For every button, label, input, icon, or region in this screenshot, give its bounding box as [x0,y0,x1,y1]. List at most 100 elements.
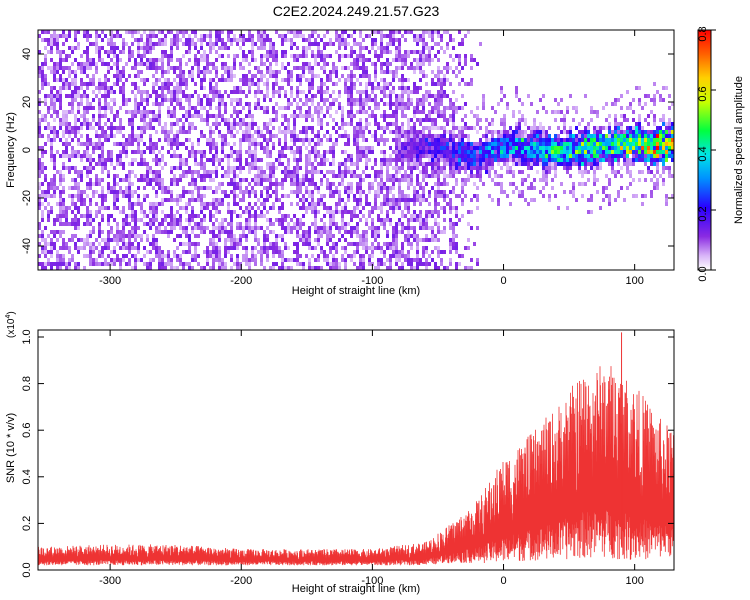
heatmap-cell [95,238,98,242]
heatmap-cell [56,94,59,98]
heatmap-cell [317,234,320,238]
heatmap-cell [422,226,425,230]
heatmap-cell [323,66,326,70]
heatmap-cell [416,110,419,114]
heatmap-cell [224,226,227,230]
heatmap-cell [335,226,338,230]
heatmap-cell [41,166,44,170]
heatmap-cell [407,182,410,186]
heatmap-cell [149,42,152,46]
heatmap-cell [278,254,281,258]
heatmap-cell [233,110,236,114]
heatmap-cell [350,226,353,230]
heatmap-cell [161,262,164,266]
heatmap-cell [41,86,44,90]
heatmap-cell [182,230,185,234]
heatmap-cell [110,50,113,54]
heatmap-cell [86,58,89,62]
heatmap-cell [206,226,209,230]
heatmap-cell [62,198,65,202]
heatmap-cell [56,46,59,50]
heatmap-cell [134,210,137,214]
heatmap-cell [173,254,176,258]
heatmap-cell [383,130,386,134]
heatmap-cell [419,130,422,134]
heatmap-cell [326,74,329,78]
heatmap-cell [134,134,137,138]
heatmap-cell [260,42,263,46]
heatmap-cell [371,218,374,222]
heatmap-cell [446,42,449,46]
heatmap-cell [269,242,272,246]
heatmap-cell [320,202,323,206]
heatmap-cell [437,146,440,150]
heatmap-cell [434,82,437,86]
heatmap-cell [353,194,356,198]
heatmap-cell [269,62,272,66]
heatmap-cell [314,142,317,146]
heatmap-cell [452,222,455,226]
heatmap-cell [173,34,176,38]
heatmap-cell [56,98,59,102]
heatmap-cell [272,74,275,78]
heatmap-cell [53,134,56,138]
heatmap-cell [299,186,302,190]
heatmap-cell [404,38,407,42]
heatmap-cell [62,30,65,34]
heatmap-cell [236,130,239,134]
heatmap-cell [413,230,416,234]
heatmap-cell [392,166,395,170]
heatmap-cell [125,194,128,198]
heatmap-cell [179,214,182,218]
heatmap-cell [494,138,497,142]
heatmap-cell [407,94,410,98]
heatmap-cell [497,130,500,134]
heatmap-cell [431,30,434,34]
heatmap-cell [308,234,311,238]
heatmap-cell [428,102,431,106]
heatmap-cell [38,50,41,54]
heatmap-cell [260,250,263,254]
heatmap-cell [371,62,374,66]
heatmap-cell [299,130,302,134]
heatmap-cell [197,170,200,174]
heatmap-cell [131,118,134,122]
heatmap-cell [209,50,212,54]
heatmap-cell [422,186,425,190]
heatmap-cell [80,214,83,218]
heatmap-cell [104,158,107,162]
heatmap-cell [359,194,362,198]
heatmap-cell [446,194,449,198]
heatmap-cell [194,62,197,66]
heatmap-cell [38,98,41,102]
heatmap-cell [257,134,260,138]
heatmap-cell [221,78,224,82]
heatmap-cell [128,74,131,78]
heatmap-cell [359,126,362,130]
heatmap-cell [410,30,413,34]
heatmap-cell [377,30,380,34]
heatmap-cell [74,206,77,210]
heatmap-cell [221,54,224,58]
heatmap-cell [56,110,59,114]
heatmap-cell [371,230,374,234]
heatmap-cell [278,198,281,202]
heatmap-cell [305,102,308,106]
heatmap-cell [422,106,425,110]
heatmap-cell [80,158,83,162]
heatmap-cell [260,246,263,250]
heatmap-cell [305,134,308,138]
heatmap-cell [122,102,125,106]
heatmap-cell [461,94,464,98]
heatmap-cell [284,54,287,58]
heatmap-cell [122,238,125,242]
heatmap-cell [146,146,149,150]
heatmap-cell [143,222,146,226]
heatmap-cell [416,262,419,266]
heatmap-cell [203,170,206,174]
heatmap-cell [248,262,251,266]
heatmap-cell [284,266,287,270]
heatmap-cell [422,50,425,54]
heatmap-cell [206,70,209,74]
heatmap-cell [155,214,158,218]
